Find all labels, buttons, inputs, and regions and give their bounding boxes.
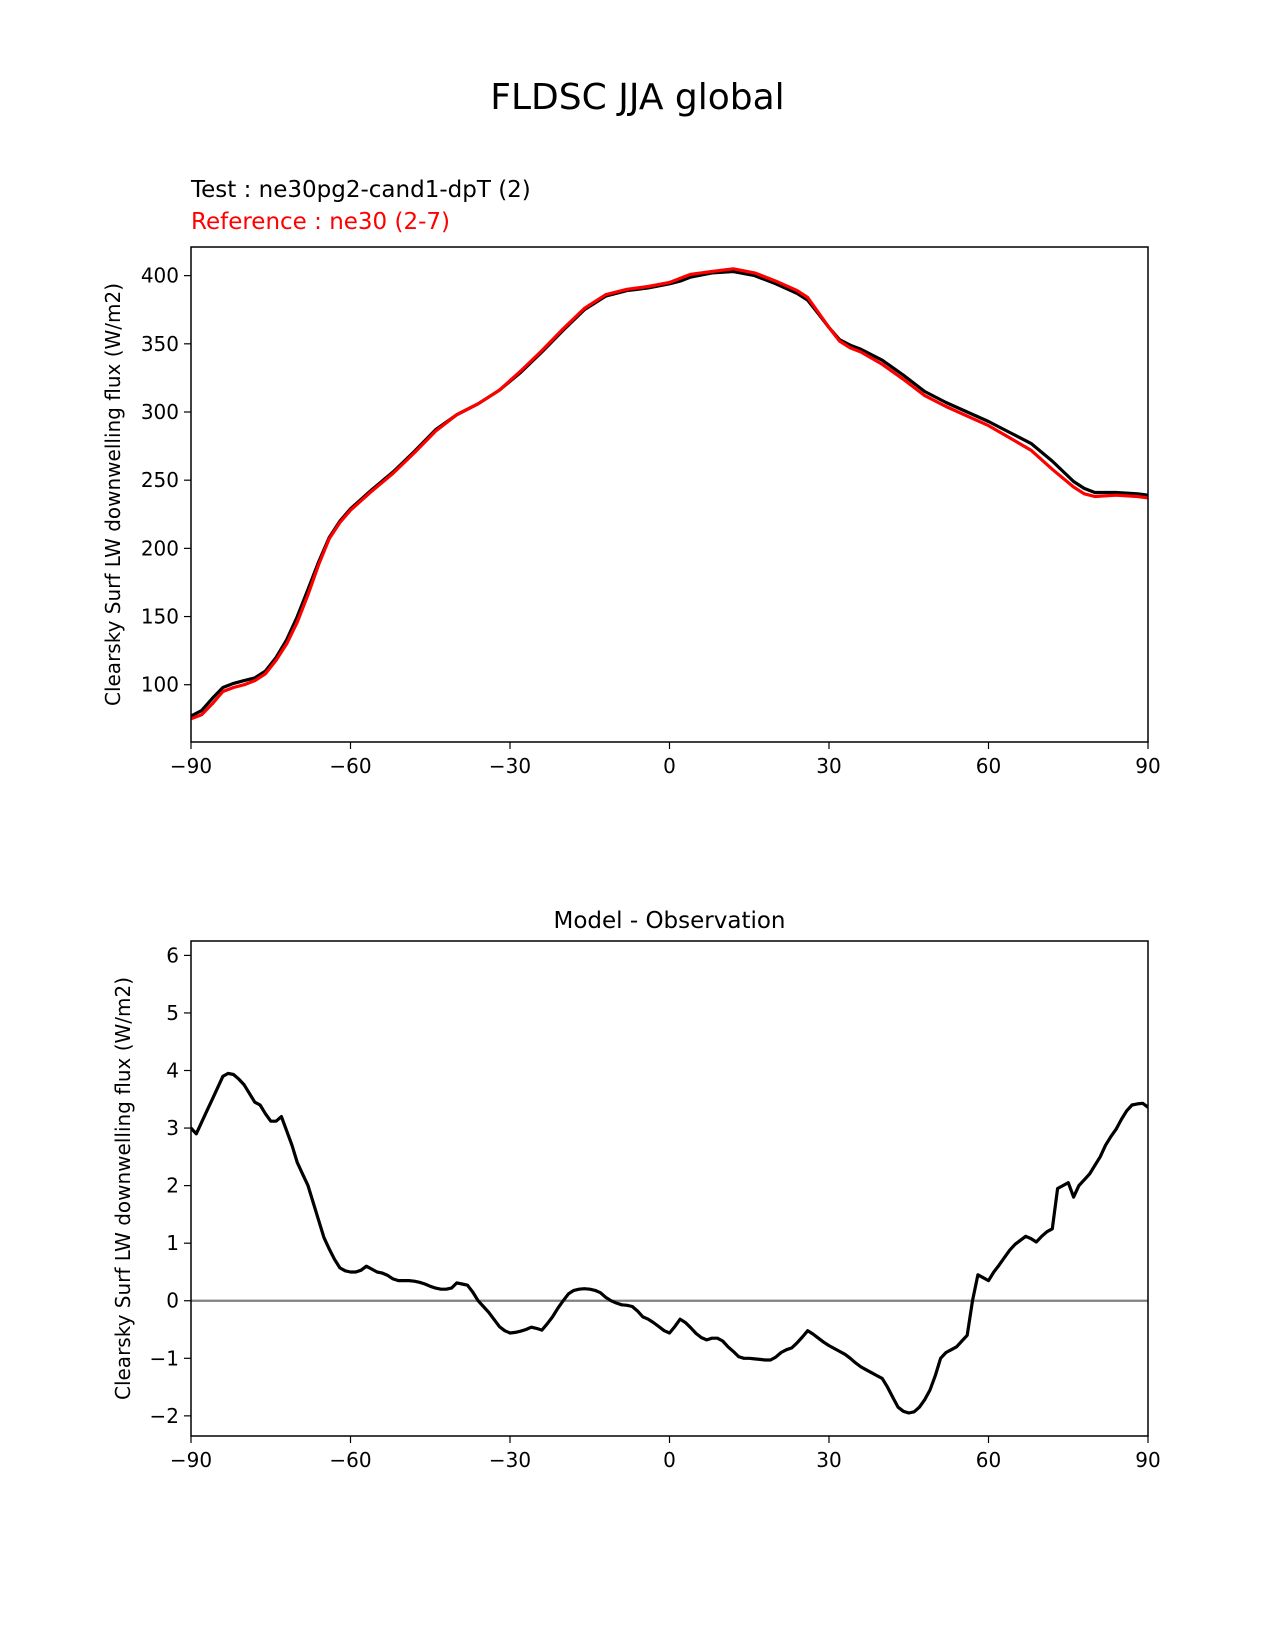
bottom-series-lines [191,1071,1148,1415]
top-y-ticks: 100 150 200 250 300 350 400 [141,264,191,697]
y-tick-label: 3 [166,1116,179,1140]
x-tick-label: −90 [170,1448,212,1472]
x-tick-label: 30 [816,754,841,778]
y-tick-label: 1 [166,1231,179,1255]
x-tick-label: 90 [1135,754,1160,778]
y-tick-label: −1 [150,1346,179,1370]
x-tick-label: 90 [1135,1448,1160,1472]
x-tick-label: −60 [329,1448,371,1472]
x-tick-label: −60 [329,754,371,778]
y-tick-label: 6 [166,943,179,967]
y-tick-label: 250 [141,468,179,492]
y-tick-label: 100 [141,673,179,697]
y-tick-label: 300 [141,400,179,424]
y-tick-label: 2 [166,1174,179,1198]
bottom-axes: −2 −1 0 1 2 3 4 5 6 −90 −60 −30 0 30 60 90 [150,940,1161,1472]
x-tick-label: −30 [489,1448,531,1472]
top-axes: 100 150 200 250 300 350 400 −90 −60 −30 0 30 60 90 [141,246,1161,778]
top-panel: Test : ne30pg2-cand1-dpT (2) Reference :… [101,177,1161,778]
series-line-reference-ne30-2-7- [191,267,1148,721]
y-tick-label: 400 [141,264,179,288]
bottom-y-axis-label: Clearsky Surf LW downwelling flux (W/m2) [111,977,135,1400]
bottom-x-ticks: −90 −60 −30 0 30 60 90 [170,1436,1161,1472]
top-y-axis-label: Clearsky Surf LW downwelling flux (W/m2) [101,283,125,706]
top-x-ticks: −90 −60 −30 0 30 60 90 [170,742,1161,778]
series-line-model-observation [191,1071,1148,1415]
x-tick-label: 0 [663,1448,676,1472]
top-plot-frame [190,246,1149,743]
x-tick-label: 60 [976,754,1001,778]
y-tick-label: 5 [166,1001,179,1025]
bottom-y-ticks: −2 −1 0 1 2 3 4 5 6 [150,943,191,1428]
x-tick-label: 60 [976,1448,1001,1472]
x-tick-label: −30 [489,754,531,778]
bottom-panel-title: Model - Observation [553,908,785,934]
figure-title: FLDSC JJA global [490,77,784,118]
test-label: Test : ne30pg2-cand1-dpT (2) [190,177,531,203]
y-tick-label: −2 [150,1404,179,1428]
x-tick-label: 30 [816,1448,841,1472]
x-tick-label: −90 [170,754,212,778]
y-tick-label: 4 [166,1059,179,1083]
top-series-lines [191,267,1148,721]
reference-label: Reference : ne30 (2-7) [191,209,450,235]
y-tick-label: 0 [166,1289,179,1313]
y-tick-label: 200 [141,536,179,560]
y-tick-label: 350 [141,332,179,356]
x-tick-label: 0 [663,754,676,778]
y-tick-label: 150 [141,605,179,629]
bottom-plot-frame [190,940,1149,1437]
bottom-panel: Model - Observation −2 −1 0 1 2 3 4 5 6 −90 −60 −3… [111,908,1161,1472]
